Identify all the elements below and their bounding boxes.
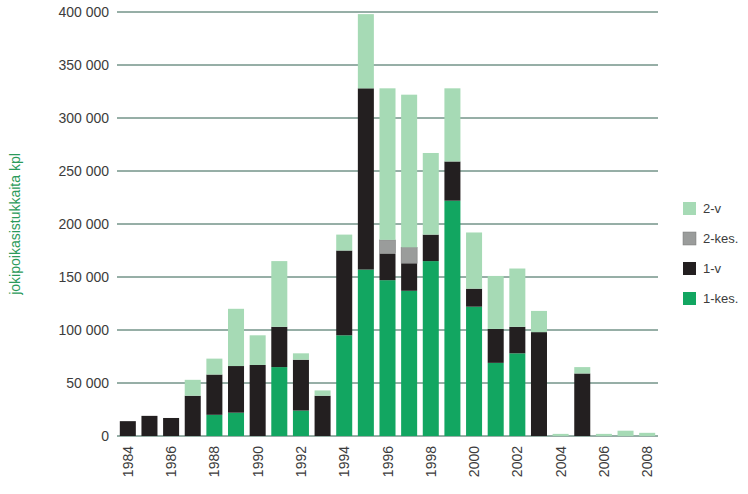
x-tick-label: 1990 bbox=[250, 446, 266, 477]
bar-segment bbox=[423, 235, 439, 262]
x-tick-label: 1984 bbox=[120, 446, 136, 477]
y-tick-label: 0 bbox=[101, 428, 109, 444]
grid-line bbox=[117, 12, 658, 13]
y-axis-label: jokipoikasistukkaita kpl bbox=[7, 153, 23, 296]
bar-segment bbox=[358, 88, 374, 269]
legend-swatch bbox=[683, 232, 696, 245]
x-tick-label: 2006 bbox=[596, 446, 612, 477]
bar-segment bbox=[401, 291, 417, 436]
bar-segment bbox=[574, 373, 590, 436]
bar-segment bbox=[509, 327, 525, 354]
bar-segment bbox=[120, 421, 136, 436]
bar-segment bbox=[271, 367, 287, 436]
bar-segment bbox=[336, 235, 352, 251]
bar-segment bbox=[185, 396, 201, 436]
bar-segment bbox=[401, 247, 417, 263]
chart: 0 50 000 100 000 150 000 200 000 250 000 300 0… bbox=[0, 0, 748, 494]
y-tick-label: 100 000 bbox=[58, 322, 109, 338]
bar-segment bbox=[120, 421, 136, 422]
x-tick-label: 2000 bbox=[466, 446, 482, 477]
y-tick-label: 200 000 bbox=[58, 216, 109, 232]
bar-segment bbox=[618, 431, 634, 436]
bar-segment bbox=[206, 375, 222, 415]
y-tick-label: 150 000 bbox=[58, 269, 109, 285]
bar-segment bbox=[228, 366, 244, 413]
bar-segment bbox=[228, 413, 244, 436]
bar-segment bbox=[509, 353, 525, 436]
bar-segment bbox=[444, 201, 460, 436]
bar-segment bbox=[401, 95, 417, 248]
bar-segment bbox=[271, 261, 287, 327]
bar-segment bbox=[271, 327, 287, 367]
x-tick-label: 1992 bbox=[293, 446, 309, 477]
bar-segment bbox=[401, 263, 417, 291]
legend-label: 1-v bbox=[703, 261, 722, 276]
x-tick-label: 2008 bbox=[639, 446, 655, 477]
bar-segment bbox=[379, 280, 395, 436]
x-tick-label: 1994 bbox=[336, 446, 352, 477]
bar-segment bbox=[488, 276, 504, 329]
bar-segment bbox=[444, 161, 460, 200]
bar-segment bbox=[639, 433, 655, 436]
legend-label: 2-v bbox=[703, 201, 722, 216]
bar-segment bbox=[336, 251, 352, 336]
bar-segment bbox=[206, 359, 222, 375]
x-tick-label: 1986 bbox=[163, 446, 179, 477]
bar-segment bbox=[315, 396, 331, 436]
bar-segment bbox=[315, 390, 331, 395]
bar-segment bbox=[228, 309, 244, 366]
bar-segment bbox=[531, 311, 547, 332]
bar-segment bbox=[466, 307, 482, 436]
bar-segment bbox=[163, 417, 179, 418]
bar-segment bbox=[423, 261, 439, 436]
legend-label: 1-kes. bbox=[703, 291, 738, 306]
bar-segment bbox=[509, 269, 525, 327]
bar-segment bbox=[596, 434, 612, 436]
bar-segment bbox=[553, 434, 569, 436]
bar-segment bbox=[141, 416, 157, 436]
x-tick-label: 1998 bbox=[423, 446, 439, 477]
bar-segment bbox=[444, 88, 460, 161]
bar-segment bbox=[466, 289, 482, 307]
bar-segment bbox=[358, 14, 374, 88]
y-tick-label: 300 000 bbox=[58, 110, 109, 126]
bar-segment bbox=[358, 270, 374, 436]
bar-segment bbox=[488, 329, 504, 363]
bar-segment bbox=[336, 335, 352, 436]
y-tick-label: 400 000 bbox=[58, 4, 109, 20]
bar-segment bbox=[141, 415, 157, 416]
grid-line bbox=[117, 65, 658, 66]
bar-segment bbox=[250, 335, 266, 365]
bar-segment bbox=[423, 153, 439, 235]
legend-swatch bbox=[683, 292, 696, 305]
bar-segment bbox=[466, 232, 482, 288]
y-tick-label: 50 000 bbox=[66, 375, 109, 391]
bar-segment bbox=[163, 418, 179, 436]
bars bbox=[120, 14, 655, 436]
bar-segment bbox=[379, 88, 395, 240]
x-tick-label: 1988 bbox=[206, 446, 222, 477]
x-tick-label: 2004 bbox=[553, 446, 569, 477]
bar-segment bbox=[488, 363, 504, 436]
bar-segment bbox=[141, 415, 157, 416]
bar-segment bbox=[293, 411, 309, 436]
bar-segment bbox=[379, 240, 395, 254]
bar-segment bbox=[379, 254, 395, 281]
x-tick-label: 1996 bbox=[380, 446, 396, 477]
bar-segment bbox=[163, 417, 179, 418]
bar-segment bbox=[120, 421, 136, 422]
bar-segment bbox=[206, 415, 222, 436]
x-tick-label: 2002 bbox=[509, 446, 525, 477]
legend-label: 2-kes. bbox=[703, 231, 738, 246]
legend-swatch bbox=[683, 262, 696, 275]
bar-segment bbox=[574, 367, 590, 373]
legend-swatch bbox=[683, 202, 696, 215]
bar-segment bbox=[293, 353, 309, 359]
bar-segment bbox=[531, 332, 547, 436]
y-tick-label: 350 000 bbox=[58, 57, 109, 73]
bar-segment bbox=[293, 360, 309, 411]
y-tick-label: 250 000 bbox=[58, 163, 109, 179]
bar-segment bbox=[250, 365, 266, 436]
bar-segment bbox=[185, 380, 201, 396]
